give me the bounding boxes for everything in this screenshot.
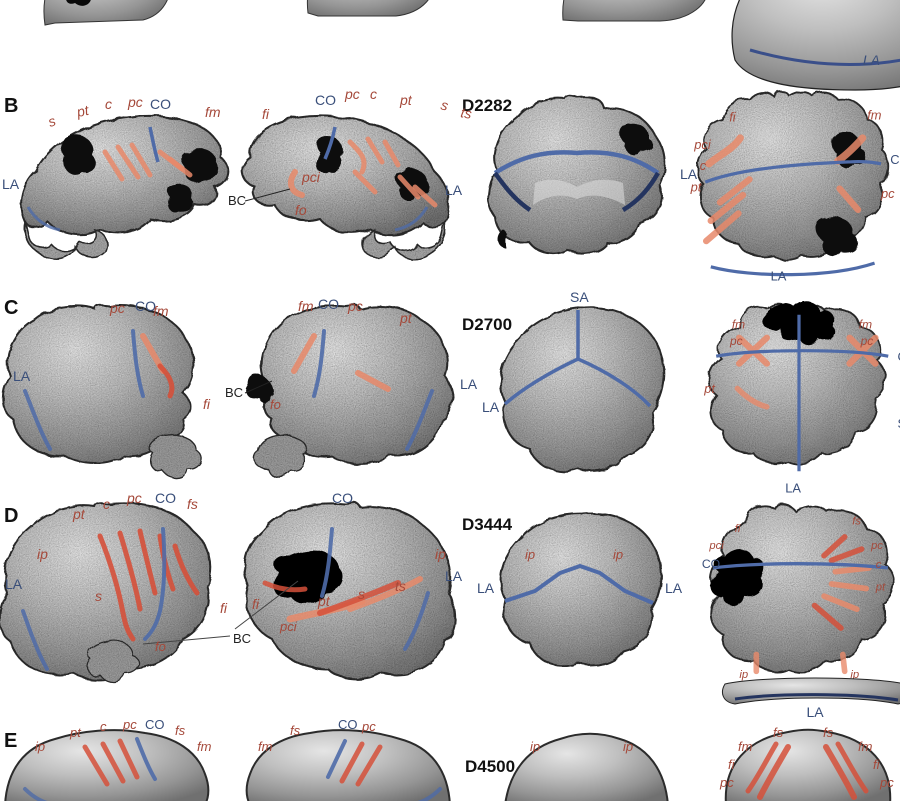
svg-text:fi: fi [203,396,211,412]
svg-text:fm: fm [738,739,753,754]
svg-text:c: c [370,86,377,102]
svg-text:CO: CO [145,717,165,732]
svg-text:pc: pc [870,540,883,552]
svg-text:ip: ip [525,547,535,562]
svg-text:fi: fi [252,596,260,612]
svg-text:pc: pc [880,186,895,201]
svg-text:s: s [439,96,450,113]
svg-text:pt: pt [72,506,86,522]
svg-text:ip: ip [435,546,446,562]
svg-text:CO: CO [318,296,339,312]
svg-text:pt: pt [703,381,716,396]
svg-text:pci: pci [301,169,321,185]
svg-text:fs: fs [187,496,198,512]
svg-text:fo: fo [155,639,166,654]
svg-text:c: c [700,158,707,173]
svg-text:c: c [100,719,107,734]
svg-text:fm: fm [258,739,273,754]
svg-text:fs: fs [175,723,186,738]
svg-text:s: s [95,588,102,604]
svg-text:CO: CO [150,96,171,112]
svg-text:SA: SA [570,289,589,305]
svg-text:LA: LA [13,368,31,384]
svg-text:pc: pc [122,717,137,732]
svg-text:LA: LA [477,580,495,596]
svg-text:LA: LA [863,52,880,68]
svg-text:c: c [105,96,112,112]
svg-text:BC: BC [225,385,243,400]
svg-text:pt: pt [399,92,413,108]
svg-text:LA: LA [5,576,23,592]
svg-text:fo: fo [270,397,281,412]
svg-text:pc: pc [860,334,874,348]
svg-text:fo: fo [295,202,307,218]
svg-text:fi: fi [728,757,736,772]
svg-text:LA: LA [482,399,500,415]
svg-text:LA: LA [785,480,801,495]
svg-text:pt: pt [399,310,413,326]
svg-text:pci: pci [279,619,298,634]
svg-text:s: s [46,112,58,129]
svg-text:pc: pc [729,334,743,348]
svg-text:LA: LA [2,176,20,192]
svg-text:BC: BC [233,631,251,646]
svg-text:CO: CO [315,92,336,108]
svg-text:ip: ip [530,739,540,754]
svg-text:LA: LA [771,269,787,284]
svg-text:pc: pc [127,94,143,110]
svg-text:fi: fi [873,757,881,772]
svg-text:pc: pc [344,86,360,102]
svg-text:fi: fi [220,600,228,616]
svg-text:fs: fs [852,516,861,528]
svg-text:ip: ip [613,547,623,562]
svg-text:LA: LA [445,182,463,198]
svg-text:CO: CO [890,152,900,167]
svg-text:pc: pc [347,298,363,314]
svg-text:pc: pc [109,300,125,316]
svg-text:fs: fs [823,725,834,740]
svg-text:c: c [876,559,882,571]
svg-text:pc: pc [361,719,376,734]
svg-text:ip: ip [35,739,45,754]
svg-text:c: c [103,496,110,512]
svg-text:ip: ip [37,546,48,562]
svg-text:pt: pt [317,593,331,609]
svg-text:ts: ts [395,578,406,594]
svg-text:pt: pt [69,725,82,740]
svg-text:ip: ip [739,669,748,681]
svg-text:fm: fm [859,318,872,332]
svg-text:pc: pc [126,490,142,506]
svg-text:pci: pci [708,540,724,552]
svg-text:fm: fm [867,108,882,123]
svg-text:pt: pt [875,581,886,593]
svg-text:pt: pt [74,102,91,121]
svg-text:fm: fm [858,739,873,754]
svg-text:pc: pc [719,775,734,790]
svg-text:fm: fm [205,104,221,120]
svg-text:ts: ts [459,104,473,122]
svg-text:fs: fs [290,723,301,738]
svg-text:fi: fi [735,523,741,535]
svg-text:LA: LA [460,376,478,392]
svg-text:CO: CO [332,490,353,506]
svg-text:pc: pc [879,775,894,790]
svg-text:BC: BC [228,193,246,208]
svg-text:fm: fm [298,298,314,314]
svg-text:fm: fm [153,303,169,319]
svg-text:s: s [358,586,365,602]
svg-text:CO: CO [338,717,358,732]
svg-text:fs: fs [773,725,784,740]
svg-text:pci: pci [693,137,712,152]
svg-text:CO: CO [702,557,720,571]
svg-text:fm: fm [732,318,745,332]
svg-text:LA: LA [445,568,463,584]
svg-text:ip: ip [623,739,633,754]
svg-text:fi: fi [262,106,270,122]
svg-text:fm: fm [197,739,212,754]
svg-text:LA: LA [806,704,824,720]
svg-text:CO: CO [155,490,176,506]
svg-text:pt: pt [690,179,703,194]
svg-text:LA: LA [665,580,683,596]
